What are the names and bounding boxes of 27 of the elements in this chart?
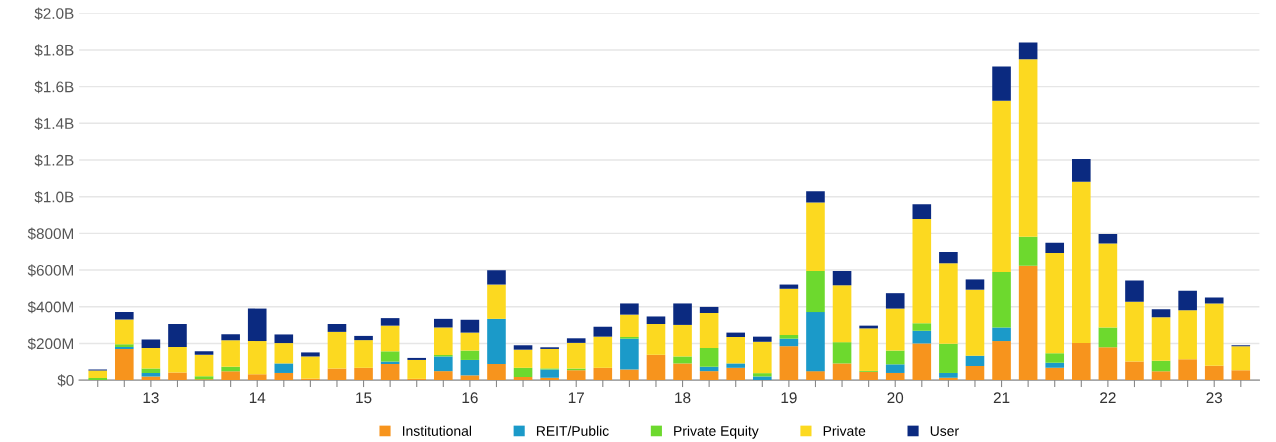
y-tick-label: $1.0B (34, 190, 74, 204)
y-tick-label: $400M (27, 300, 73, 314)
y-tick-label: $800M (27, 227, 73, 240)
y-tick-label: $1.2B (34, 154, 74, 167)
x-tick-label: 20 (887, 392, 904, 404)
x-tick-label: 17 (568, 392, 584, 403)
y-tick-label: $600M (27, 264, 73, 277)
y-tick-label: $2.0B (34, 7, 74, 20)
x-tick-label: 14 (249, 392, 266, 403)
x-tick-label: 18 (675, 392, 691, 404)
y-tick-label: $1.4B (34, 117, 74, 130)
y-tick-label: $1.8B (34, 44, 74, 57)
y-tick-label: $1.6B (34, 80, 74, 94)
y-tick-label: $0 (57, 374, 74, 387)
x-tick-label: 22 (1100, 392, 1116, 403)
x-tick-label: 21 (993, 392, 1010, 403)
x-tick-label: 16 (462, 392, 478, 404)
legend-label: Institutional (402, 425, 472, 436)
y-tick-label: $200M (27, 337, 73, 351)
legend-label: User (930, 426, 959, 436)
legend-label: REIT/Public (536, 425, 609, 436)
x-tick-label: 23 (1206, 392, 1223, 404)
legend-label: Private (823, 425, 866, 436)
legend-label: Private Equity (674, 425, 759, 439)
x-tick-label: 19 (781, 392, 797, 404)
x-tick-label: 15 (356, 392, 372, 404)
x-tick-label: 13 (143, 392, 159, 404)
